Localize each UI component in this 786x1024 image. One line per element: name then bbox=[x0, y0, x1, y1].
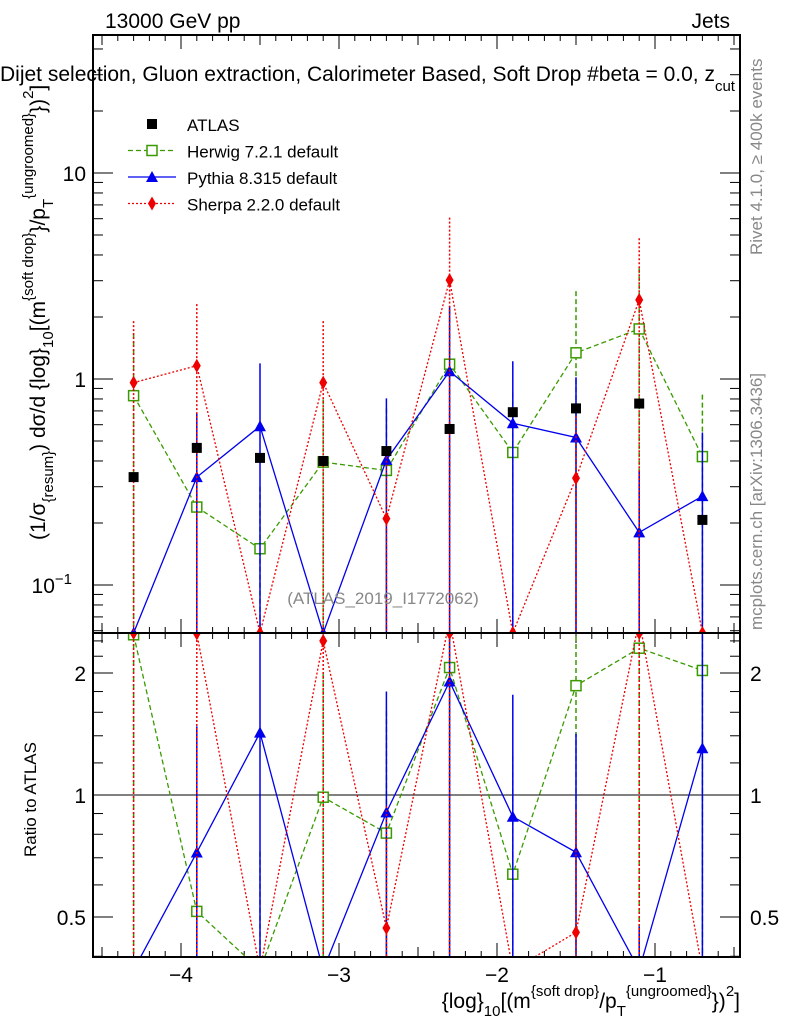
x-tick-label: −1 bbox=[643, 964, 667, 987]
series-atlas bbox=[128, 398, 708, 525]
legend-label: Pythia 8.315 default bbox=[187, 169, 338, 188]
legend-marker bbox=[146, 171, 158, 182]
data-point bbox=[572, 471, 580, 486]
y-tick-label: 1 bbox=[74, 369, 86, 392]
ratio-line bbox=[132, 634, 703, 957]
data-point bbox=[382, 511, 391, 526]
data-point bbox=[634, 398, 645, 409]
analysis-watermark: (ATLAS_2019_I1772062) bbox=[287, 589, 479, 608]
main-panel bbox=[127, 217, 709, 633]
ratio-tick-label: 1 bbox=[74, 785, 86, 808]
series-line bbox=[133, 279, 704, 633]
series-line bbox=[133, 328, 703, 550]
ratio-tick-label: 0.5 bbox=[57, 907, 86, 930]
legend: ATLAS Herwig 7.2.1 default Pythia 8.315 de… bbox=[128, 116, 340, 215]
ratio-line bbox=[192, 633, 701, 957]
data-point bbox=[380, 453, 393, 465]
data-point bbox=[696, 490, 709, 502]
data-point bbox=[127, 389, 140, 402]
ratio-tick-label-right: 1 bbox=[750, 785, 762, 808]
ratio-series-herwig bbox=[127, 633, 709, 975]
series-line bbox=[132, 370, 703, 633]
y-tick-label: 10 bbox=[63, 163, 86, 186]
ratio-line bbox=[139, 679, 704, 957]
data-point bbox=[698, 626, 707, 633]
data-point bbox=[381, 446, 392, 457]
legend-entry: Sherpa 2.2.0 default bbox=[128, 196, 340, 215]
x-tick-label: −2 bbox=[485, 964, 509, 987]
data-point bbox=[128, 472, 139, 483]
ratio-point bbox=[445, 633, 454, 640]
x-tick-label: −3 bbox=[327, 964, 351, 987]
series-herwig bbox=[127, 268, 709, 633]
ratio-frame bbox=[92, 632, 741, 958]
legend-entry: Pythia 8.315 default bbox=[128, 169, 338, 188]
ratio-tick-label-right: 0.5 bbox=[750, 907, 779, 930]
legend-marker bbox=[147, 119, 157, 129]
ratio-point bbox=[572, 925, 580, 940]
ratio-point bbox=[129, 633, 138, 640]
ratio-series-sherpa bbox=[129, 633, 701, 957]
y-tick-label: 10−1 bbox=[32, 571, 72, 598]
x-axis-label: {log}10[(m{soft drop}/pT{ungroomed}})2] bbox=[442, 983, 740, 1020]
frames bbox=[92, 34, 741, 958]
ratio-point bbox=[192, 633, 201, 641]
ratio-tick-label-right: 2 bbox=[750, 663, 762, 686]
header-left: 13000 GeV pp bbox=[105, 10, 240, 33]
ratio-point bbox=[696, 742, 709, 754]
ratio-tick-label: 2 bbox=[74, 663, 86, 686]
ratio-point bbox=[570, 679, 582, 692]
y-tick-exponent: −1 bbox=[55, 571, 72, 588]
header-right: Jets bbox=[691, 10, 730, 33]
legend-marker bbox=[146, 144, 158, 157]
ratio-point bbox=[382, 920, 391, 935]
ratio-point bbox=[635, 633, 644, 640]
x-tick-label: −4 bbox=[169, 964, 193, 987]
data-point bbox=[445, 273, 454, 288]
data-point bbox=[319, 375, 328, 390]
ratio-point bbox=[506, 810, 519, 822]
legend-marker bbox=[148, 196, 156, 211]
data-point bbox=[318, 455, 329, 466]
data-point bbox=[507, 407, 518, 418]
ratio-point bbox=[319, 633, 328, 648]
legend-label: Sherpa 2.2.0 default bbox=[187, 196, 340, 215]
data-point bbox=[256, 626, 264, 633]
data-point bbox=[255, 452, 265, 463]
data-point bbox=[254, 420, 266, 432]
ratio-point bbox=[255, 965, 265, 975]
data-point bbox=[508, 626, 517, 633]
plot-title: Dijet selection, Gluon extraction, Calor… bbox=[0, 63, 736, 95]
data-point bbox=[129, 375, 138, 390]
legend-label: ATLAS bbox=[187, 116, 240, 135]
rivet-label: Rivet 4.1.0, ≥ 400k events bbox=[747, 59, 766, 255]
ratio-series-pythia bbox=[139, 633, 709, 957]
data-point bbox=[635, 292, 644, 307]
series-sherpa bbox=[129, 217, 707, 633]
y-axis-label: (1/σ{resum}) dσ/d {log}10[(m{soft drop}}… bbox=[20, 85, 57, 540]
mcplots-label: mcplots.cern.ch [arXiv:1306.3436] bbox=[747, 373, 766, 630]
data-point bbox=[697, 514, 708, 525]
ratio-point bbox=[254, 726, 266, 738]
data-point bbox=[192, 358, 201, 373]
data-point bbox=[191, 442, 202, 453]
data-point bbox=[444, 423, 455, 434]
data-point bbox=[506, 417, 519, 429]
data-point bbox=[570, 347, 582, 359]
data-point bbox=[633, 323, 645, 335]
ratio-y-axis-label: Ratio to ATLAS bbox=[21, 742, 40, 857]
data-point bbox=[571, 403, 581, 414]
legend-label: Herwig 7.2.1 default bbox=[187, 143, 338, 162]
ratio-panel bbox=[93, 633, 740, 975]
ratio-point bbox=[190, 846, 203, 858]
legend-entry: Herwig 7.2.1 default bbox=[128, 143, 338, 162]
legend-entry: ATLAS bbox=[147, 116, 240, 135]
